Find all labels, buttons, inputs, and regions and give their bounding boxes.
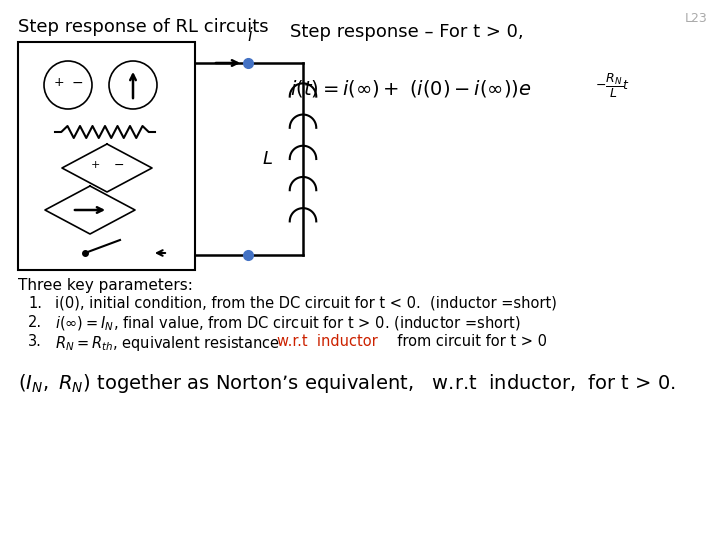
Text: $(I_N,\ R_N)$ together as Norton’s equivalent,   w.r.t  inductor,  for t > 0.: $(I_N,\ R_N)$ together as Norton’s equiv… [18, 372, 675, 395]
Text: −: − [114, 159, 125, 172]
Bar [18, 42, 195, 270]
Text: +: + [90, 160, 99, 170]
Text: −: − [71, 76, 83, 90]
Text: $R_N=R_{th}$, equivalent resistance: $R_N=R_{th}$, equivalent resistance [55, 334, 281, 353]
Text: $i(\infty)=I_N$, final value, from DC circuit for t > 0. (inductor =short): $i(\infty)=I_N$, final value, from DC ci… [55, 315, 521, 333]
Text: 3.: 3. [28, 334, 42, 349]
Text: Three key parameters:: Three key parameters: [18, 278, 193, 293]
Circle shape [44, 61, 92, 109]
Text: +: + [54, 77, 64, 90]
Text: $-\dfrac{R_N}{L}t$: $-\dfrac{R_N}{L}t$ [595, 72, 630, 100]
Text: L23: L23 [685, 12, 708, 25]
Text: Step response of RL circuits: Step response of RL circuits [18, 18, 269, 36]
Text: w.r.t  inductor: w.r.t inductor [277, 334, 378, 349]
Text: 2.: 2. [28, 315, 42, 330]
Text: L: L [263, 150, 273, 168]
Text: $i(t) = i(\infty)+\ (i(0) - i(\infty))e$: $i(t) = i(\infty)+\ (i(0) - i(\infty))e$ [290, 78, 531, 99]
Text: Step response – For t > 0,: Step response – For t > 0, [290, 23, 523, 41]
Text: i: i [248, 27, 252, 45]
Text: 1.: 1. [28, 296, 42, 311]
Text: i(0), initial condition, from the DC circuit for t < 0.  (inductor =short): i(0), initial condition, from the DC cir… [55, 296, 557, 311]
Circle shape [109, 61, 157, 109]
Text: from circuit for t > 0: from circuit for t > 0 [388, 334, 547, 349]
